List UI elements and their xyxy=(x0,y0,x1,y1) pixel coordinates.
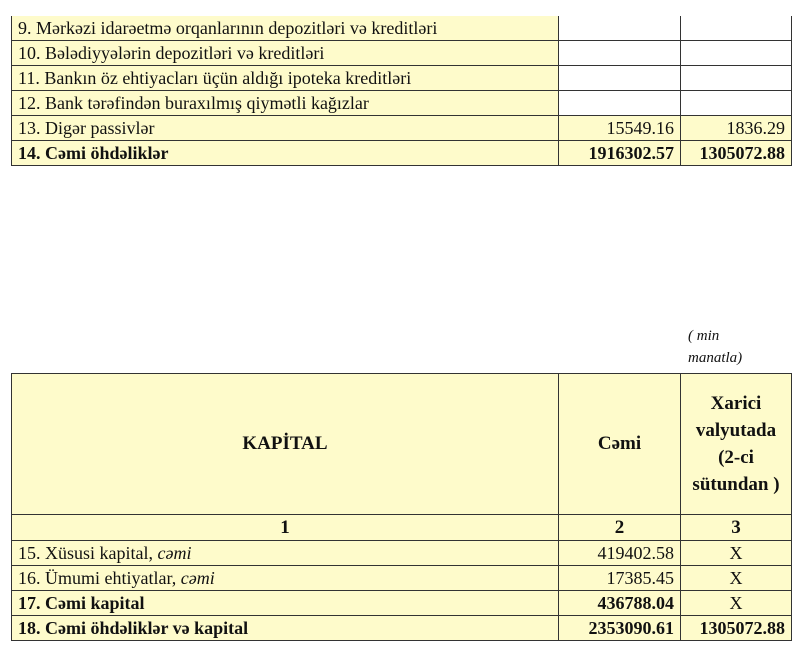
table-row: 17. Cəmi kapital 436788.04 X xyxy=(11,590,792,616)
header-foreign: Xarici valyutada (2-ci sütundan ) xyxy=(680,373,792,515)
row-label: 10. Bələdiyyələrin depozitləri və kredit… xyxy=(11,40,559,66)
total-cell xyxy=(558,40,681,66)
header-row: KAPİTAL Cəmi Xarici valyutada (2-ci sütu… xyxy=(11,373,792,515)
foreign-cell xyxy=(680,65,792,91)
total-cell: 17385.45 xyxy=(558,565,681,591)
foreign-cell xyxy=(680,40,792,66)
liabilities-table: 9. Mərkəzi idarəetmə orqanlarının depozi… xyxy=(11,16,792,166)
row-label: 11. Bankın öz ehtiyacları üçün aldığı ip… xyxy=(11,65,559,91)
total-cell: 1916302.57 xyxy=(558,140,681,166)
row-label: 13. Digər passivlər xyxy=(11,115,559,141)
foreign-cell xyxy=(680,16,792,41)
table-row: 12. Bank tərəfindən buraxılmış qiymətli … xyxy=(11,90,792,116)
table-row: 9. Mərkəzi idarəetmə orqanlarının depozi… xyxy=(11,16,792,41)
foreign-cell: 1305072.88 xyxy=(680,140,792,166)
foreign-cell xyxy=(680,90,792,116)
total-cell: 436788.04 xyxy=(558,590,681,616)
total-cell xyxy=(558,16,681,41)
total-cell: 419402.58 xyxy=(558,540,681,566)
row-label: 15. Xüsusi kapital, cəmi xyxy=(11,540,559,566)
total-cell: 2353090.61 xyxy=(558,615,681,641)
row-label: 17. Cəmi kapital xyxy=(11,590,559,616)
row-label-italic: cəmi xyxy=(180,568,215,588)
column-number-row: 1 2 3 xyxy=(11,514,792,541)
foreign-cell: X xyxy=(680,565,792,591)
unit-note: ( min manatla) xyxy=(688,328,743,366)
foreign-cell: X xyxy=(680,590,792,616)
table-row: 15. Xüsusi kapital, cəmi 419402.58 X xyxy=(11,540,792,566)
capital-table: KAPİTAL Cəmi Xarici valyutada (2-ci sütu… xyxy=(11,373,792,641)
column-number: 1 xyxy=(11,514,559,541)
table-row: 10. Bələdiyyələrin depozitləri və kredit… xyxy=(11,40,792,66)
row-label: 9. Mərkəzi idarəetmə orqanlarının depozi… xyxy=(11,16,559,41)
row-label-italic: cəmi xyxy=(157,543,192,563)
foreign-cell: X xyxy=(680,540,792,566)
row-label: 16. Ümumi ehtiyatlar, cəmi xyxy=(11,565,559,591)
table-row: 13. Digər passivlər 15549.16 1836.29 xyxy=(11,115,792,141)
table-row-total: 18. Cəmi öhdəliklər və kapital 2353090.6… xyxy=(11,615,792,641)
foreign-cell: 1836.29 xyxy=(680,115,792,141)
column-number: 2 xyxy=(558,514,681,541)
row-label-text: 15. Xüsusi kapital, xyxy=(18,543,158,563)
header-kapital: KAPİTAL xyxy=(11,373,559,515)
column-number: 3 xyxy=(680,514,792,541)
row-label: 12. Bank tərəfindən buraxılmış qiymətli … xyxy=(11,90,559,116)
header-total: Cəmi xyxy=(558,373,681,515)
row-label: 18. Cəmi öhdəliklər və kapital xyxy=(11,615,559,641)
row-label: 14. Cəmi öhdəliklər xyxy=(11,140,559,166)
total-cell: 15549.16 xyxy=(558,115,681,141)
table-row: 16. Ümumi ehtiyatlar, cəmi 17385.45 X xyxy=(11,565,792,591)
table-row-total: 14. Cəmi öhdəliklər 1916302.57 1305072.8… xyxy=(11,140,792,166)
foreign-cell: 1305072.88 xyxy=(680,615,792,641)
row-label-text: 16. Ümumi ehtiyatlar, xyxy=(18,568,181,588)
table-row: 11. Bankın öz ehtiyacları üçün aldığı ip… xyxy=(11,65,792,91)
total-cell xyxy=(558,65,681,91)
total-cell xyxy=(558,90,681,116)
